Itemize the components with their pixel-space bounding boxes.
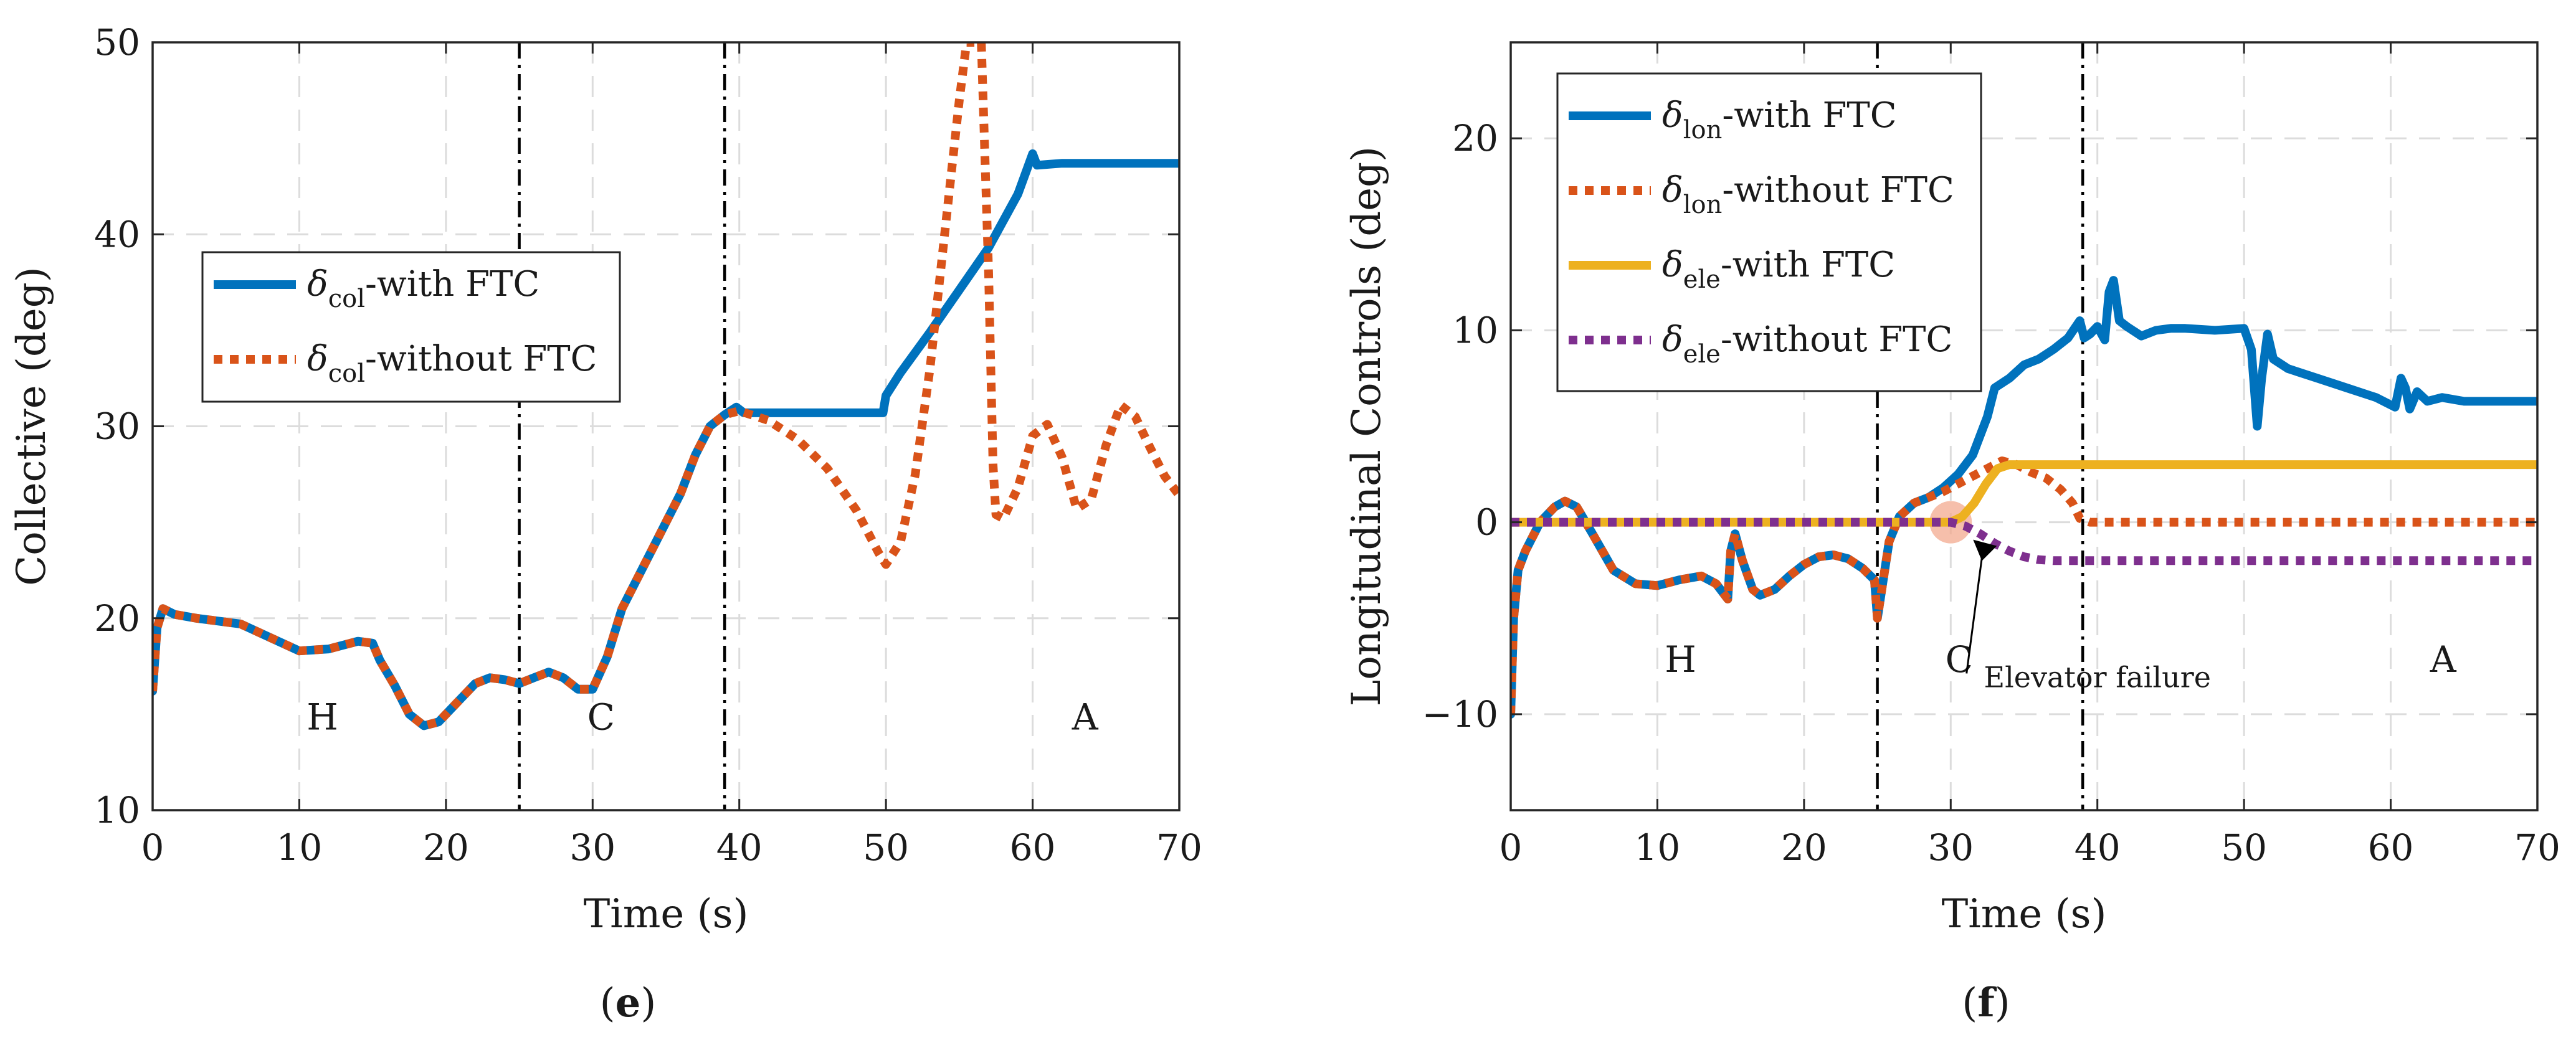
panel-label: (f) [1962,980,2010,1026]
annotation-label: Elevator failure [1984,660,2210,694]
legend-entry: δcol-without FTC [307,339,597,388]
series-line-3 [1511,460,2537,527]
series-group [1511,276,2537,719]
region-label: C [587,696,615,739]
y-tick-label: 0 [1475,501,1498,544]
x-tick-label: 0 [141,826,164,869]
x-tick-label: 10 [1635,826,1681,869]
series-line-2 [153,42,1179,730]
x-tick-label: 50 [2221,826,2267,869]
x-tick-label: 60 [1010,826,1056,869]
axes-box [1509,41,2539,811]
legend-entry: δele-with FTC [1662,245,1895,294]
x-tick-label: 20 [1781,826,1827,869]
panel-label: (e) [600,980,657,1026]
region-label: A [2430,638,2457,681]
region-label: A [1072,696,1099,739]
annotation-arrowhead [1973,539,1997,561]
x-tick-label: 0 [1499,826,1523,869]
annotation-arrow [1965,548,1984,674]
region-label: H [1665,638,1696,681]
legend-entry: δcol-with FTC [307,264,539,313]
x-axis-label: Time (s) [1942,891,2107,937]
y-tick-label: 40 [94,213,140,255]
x-axis-label: Time (s) [584,891,749,937]
series-line-4 [1511,518,2537,565]
chart-panel-f: 0 10 20 30 40 50 60 70 −10 0 10 20 Time (s) Longitudi… [1344,41,2560,1026]
legend-box [1556,72,1982,392]
x-tick-label: 40 [716,826,763,869]
y-axis-label: Collective (deg) [9,267,55,585]
y-tick-label: 10 [94,789,140,831]
x-tick-label: 60 [2368,826,2414,869]
region-label: H [307,696,338,739]
y-tick-label: 50 [94,21,140,64]
x-tick-label: 20 [423,826,469,869]
legend-entry: δele-without FTC [1662,319,1952,369]
legend-box [201,251,621,403]
x-tick-label: 70 [2514,826,2560,869]
x-tick-label: 30 [569,826,615,869]
x-tick-label: 10 [277,826,323,869]
y-tick-label: 10 [1452,309,1498,351]
grid [151,41,1181,811]
x-tick-label: 40 [2075,826,2121,869]
x-tick-label: 30 [1927,826,1974,869]
series-line-1 [153,149,1179,730]
y-tick-label: 30 [94,405,140,448]
x-tick-label: 50 [863,826,909,869]
y-tick-label: −10 [1422,693,1498,735]
y-axis-label: Longitudinal Controls (deg) [1344,146,1390,706]
y-tick-label: 20 [1452,117,1498,159]
series-group [153,42,1179,730]
y-tick-label: 20 [94,597,140,640]
legend-entry: δlon-with FTC [1662,95,1897,144]
x-tick-label: 70 [1156,826,1202,869]
legend-entry: δlon-without FTC [1662,170,1954,219]
